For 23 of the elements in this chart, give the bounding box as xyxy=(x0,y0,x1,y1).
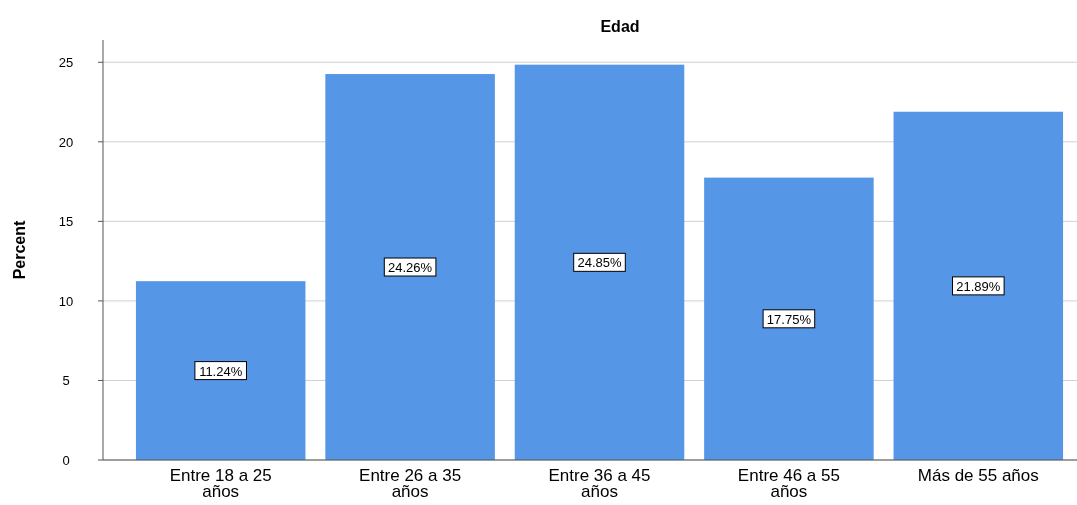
bar xyxy=(704,177,874,460)
x-tick-label: Entre 26 a 35 años xyxy=(359,466,462,501)
y-tick-label: 0 xyxy=(62,453,70,468)
data-label: 11.24% xyxy=(199,363,243,379)
data-label: 24.85% xyxy=(577,255,622,271)
bar xyxy=(893,111,1064,460)
chart-title: Edad xyxy=(600,18,640,35)
y-tick-label: 5 xyxy=(62,373,70,389)
data-label: 24.26% xyxy=(388,260,433,276)
data-label: 21.89% xyxy=(956,278,1001,294)
data-label: 17.75% xyxy=(766,311,812,327)
bar xyxy=(514,64,685,460)
y-tick-label: 20 xyxy=(58,134,74,150)
x-tick-label: Entre 36 a 45 años xyxy=(548,466,651,501)
bar xyxy=(325,74,495,460)
y-axis-title: Percent xyxy=(11,219,28,280)
x-tick-label: Entre 18 a 25 años xyxy=(169,466,272,501)
x-tick-label: Más de 55 años xyxy=(917,466,1039,485)
y-tick-label: 15 xyxy=(58,214,74,230)
bar xyxy=(135,281,306,460)
y-tick-label: 25 xyxy=(58,55,74,71)
x-tick-label: Entre 46 a 55 años xyxy=(737,466,840,501)
y-tick-label: 10 xyxy=(58,293,74,309)
